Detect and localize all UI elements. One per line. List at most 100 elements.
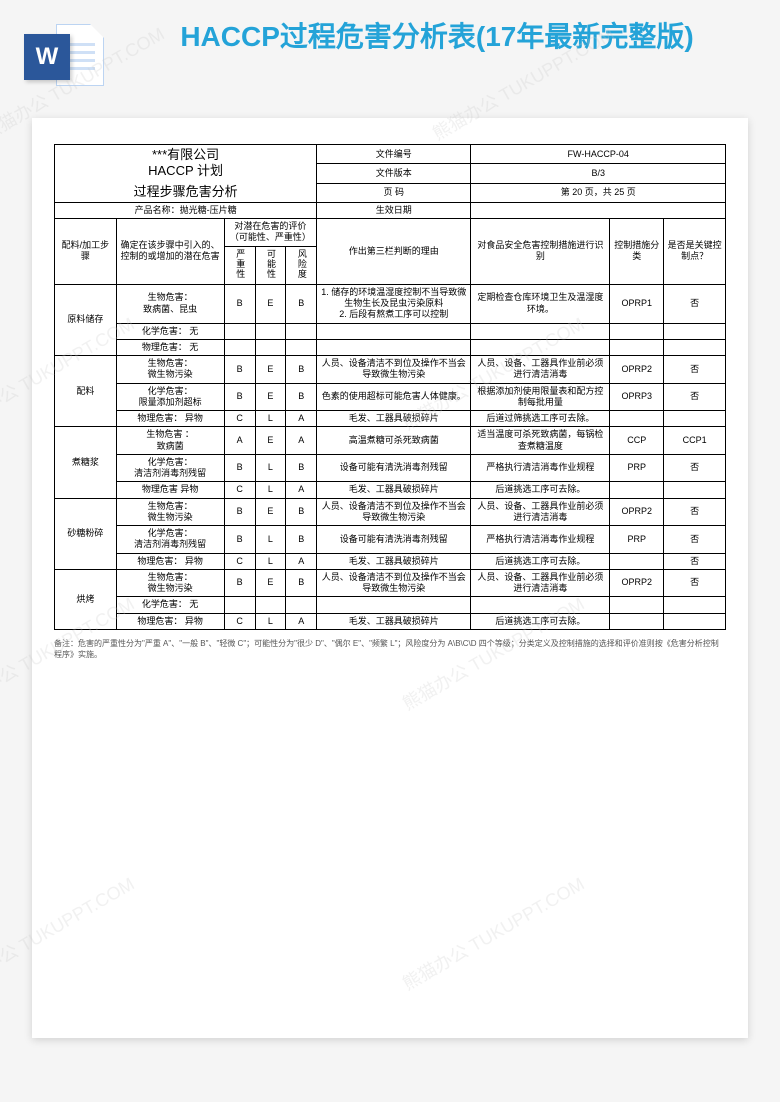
cell-measure: 后道挑选工序可去除。 xyxy=(471,553,610,569)
cell-cat xyxy=(610,482,664,498)
cell-reason xyxy=(317,339,471,355)
cell-reason: 人员、设备清洁不到位及操作不当会导致微生物污染 xyxy=(317,498,471,526)
cell-reason: 1. 储存的环境温湿度控制不当导致微生物生长及昆虫污染原料 2. 后段有熬煮工序… xyxy=(317,284,471,323)
cell-ccp: 否 xyxy=(664,356,726,384)
cell-lik: L xyxy=(255,454,286,482)
cell-reason: 毛发、工器具破损碎片 xyxy=(317,553,471,569)
cell-hazard: 化学危害： 限量添加剂超标 xyxy=(116,383,224,411)
table-row: 物理危害： 无 xyxy=(55,339,726,355)
cell-lik: E xyxy=(255,383,286,411)
cell-measure: 后道挑选工序可去除。 xyxy=(471,482,610,498)
cell-measure: 严格执行清洁消毒作业规程 xyxy=(471,454,610,482)
cell-reason: 毛发、工器具破损碎片 xyxy=(317,411,471,427)
table-row: 煮糖浆生物危害 ： 致病菌AEA高温煮糖可杀死致病菌适当温度可杀死致病菌，每锅检… xyxy=(55,427,726,455)
cell-risk: A xyxy=(286,613,317,629)
cell-risk: B xyxy=(286,569,317,597)
table-row: 物理危害： 异物CLA毛发、工器具破损碎片后道挑选工序可去除。 xyxy=(55,613,726,629)
cell-measure xyxy=(471,597,610,613)
cell-ccp xyxy=(664,482,726,498)
table-row: 物理危害： 异物CLA毛发、工器具破损碎片后道过筛挑选工序可去除。 xyxy=(55,411,726,427)
cell-sev: B xyxy=(224,383,255,411)
cell-hazard: 化学危害： 清洁剂消毒剂残留 xyxy=(116,526,224,554)
table-row: 化学危害： 清洁剂消毒剂残留BLB设备可能有清洗消毒剂残留严格执行清洁消毒作业规… xyxy=(55,526,726,554)
cell-hazard: 生物危害： 微生物污染 xyxy=(116,356,224,384)
cell-sev: B xyxy=(224,498,255,526)
doc-no-label: 文件编号 xyxy=(317,145,471,164)
cell-risk xyxy=(286,323,317,339)
cell-step: 配料 xyxy=(55,356,117,427)
table-row: 原料储存生物危害： 致病菌、昆虫BEB1. 储存的环境温湿度控制不当导致微生物生… xyxy=(55,284,726,323)
cell-risk xyxy=(286,339,317,355)
cell-risk: B xyxy=(286,498,317,526)
col-severity: 严重性 xyxy=(224,246,255,284)
cell-lik xyxy=(255,597,286,613)
cell-lik: L xyxy=(255,482,286,498)
version-label: 文件版本 xyxy=(317,164,471,183)
haccp-table: ***有限公司 HACCP 计划 过程步骤危害分析 文件编号 FW-HACCP-… xyxy=(54,144,726,630)
cell-measure: 适当温度可杀死致病菌，每锅检查煮糖温度 xyxy=(471,427,610,455)
cell-cat: PRP xyxy=(610,526,664,554)
cell-reason: 毛发、工器具破损碎片 xyxy=(317,613,471,629)
cell-risk: B xyxy=(286,383,317,411)
cell-measure: 根据添加剂使用限量表和配方控制每批用量 xyxy=(471,383,610,411)
word-badge: W xyxy=(24,34,70,80)
eff-date xyxy=(471,202,726,218)
cell-measure: 人员、设备、工器具作业前必须进行清洁消毒 xyxy=(471,569,610,597)
cell-sev xyxy=(224,339,255,355)
cell-sev: B xyxy=(224,569,255,597)
cell-cat: OPRP3 xyxy=(610,383,664,411)
cell-reason xyxy=(317,597,471,613)
cell-lik xyxy=(255,323,286,339)
company-block: ***有限公司 HACCP 计划 过程步骤危害分析 xyxy=(55,145,317,203)
cell-risk: B xyxy=(286,526,317,554)
col-eval-group: 对潜在危害的评价（可能性、严重性） xyxy=(224,219,316,247)
cell-risk: A xyxy=(286,553,317,569)
cell-reason: 色素的使用超标可能危害人体健康。 xyxy=(317,383,471,411)
cell-measure: 人员、设备、工器具作业前必须进行清洁消毒 xyxy=(471,498,610,526)
cell-risk: A xyxy=(286,427,317,455)
col-measure: 对食品安全危害控制措施进行识别 xyxy=(471,219,610,285)
table-row: 物理危害： 异物CLA毛发、工器具破损碎片后道挑选工序可去除。否 xyxy=(55,553,726,569)
cell-ccp xyxy=(664,411,726,427)
cell-sev: B xyxy=(224,284,255,323)
cell-ccp: CCP1 xyxy=(664,427,726,455)
cell-cat: CCP xyxy=(610,427,664,455)
cell-sev xyxy=(224,323,255,339)
cell-sev: B xyxy=(224,356,255,384)
col-risk: 风险度 xyxy=(286,246,317,284)
cell-lik: L xyxy=(255,411,286,427)
cell-lik: L xyxy=(255,553,286,569)
cell-reason: 设备可能有清洗消毒剂残留 xyxy=(317,526,471,554)
cell-lik: E xyxy=(255,356,286,384)
cell-sev: A xyxy=(224,427,255,455)
word-file-icon: W xyxy=(24,18,104,98)
table-row: 物理危害 异物CLA毛发、工器具破损碎片后道挑选工序可去除。 xyxy=(55,482,726,498)
cell-hazard: 化学危害： 无 xyxy=(116,597,224,613)
cell-ccp: 否 xyxy=(664,454,726,482)
cell-hazard: 物理危害： 异物 xyxy=(116,613,224,629)
cell-cat xyxy=(610,613,664,629)
cell-reason: 人员、设备清洁不到位及操作不当会导致微生物污染 xyxy=(317,569,471,597)
cell-ccp xyxy=(664,323,726,339)
cell-lik: E xyxy=(255,498,286,526)
cell-cat xyxy=(610,553,664,569)
cell-cat xyxy=(610,411,664,427)
cell-ccp: 否 xyxy=(664,498,726,526)
cell-hazard: 物理危害： 无 xyxy=(116,339,224,355)
col-ccp: 是否是关键控制点？ xyxy=(664,219,726,285)
table-row: 化学危害： 清洁剂消毒剂残留BLB设备可能有清洗消毒剂残留严格执行清洁消毒作业规… xyxy=(55,454,726,482)
cell-step: 烘烤 xyxy=(55,569,117,629)
cell-hazard: 生物危害 ： 致病菌 xyxy=(116,427,224,455)
table-row: 化学危害： 无 xyxy=(55,323,726,339)
table-row: 烘烤生物危害： 微生物污染BEB人员、设备清洁不到位及操作不当会导致微生物污染人… xyxy=(55,569,726,597)
cell-ccp xyxy=(664,613,726,629)
cell-measure: 后道挑选工序可去除。 xyxy=(471,613,610,629)
cell-cat xyxy=(610,323,664,339)
cell-hazard: 生物危害： 致病菌、昆虫 xyxy=(116,284,224,323)
cell-measure: 定期检查仓库环境卫生及温湿度环境。 xyxy=(471,284,610,323)
cell-reason: 人员、设备清洁不到位及操作不当会导致微生物污染 xyxy=(317,356,471,384)
cell-sev: B xyxy=(224,454,255,482)
cell-cat: OPRP2 xyxy=(610,569,664,597)
cell-lik: E xyxy=(255,284,286,323)
col-step: 配料/加工步骤 xyxy=(55,219,117,285)
